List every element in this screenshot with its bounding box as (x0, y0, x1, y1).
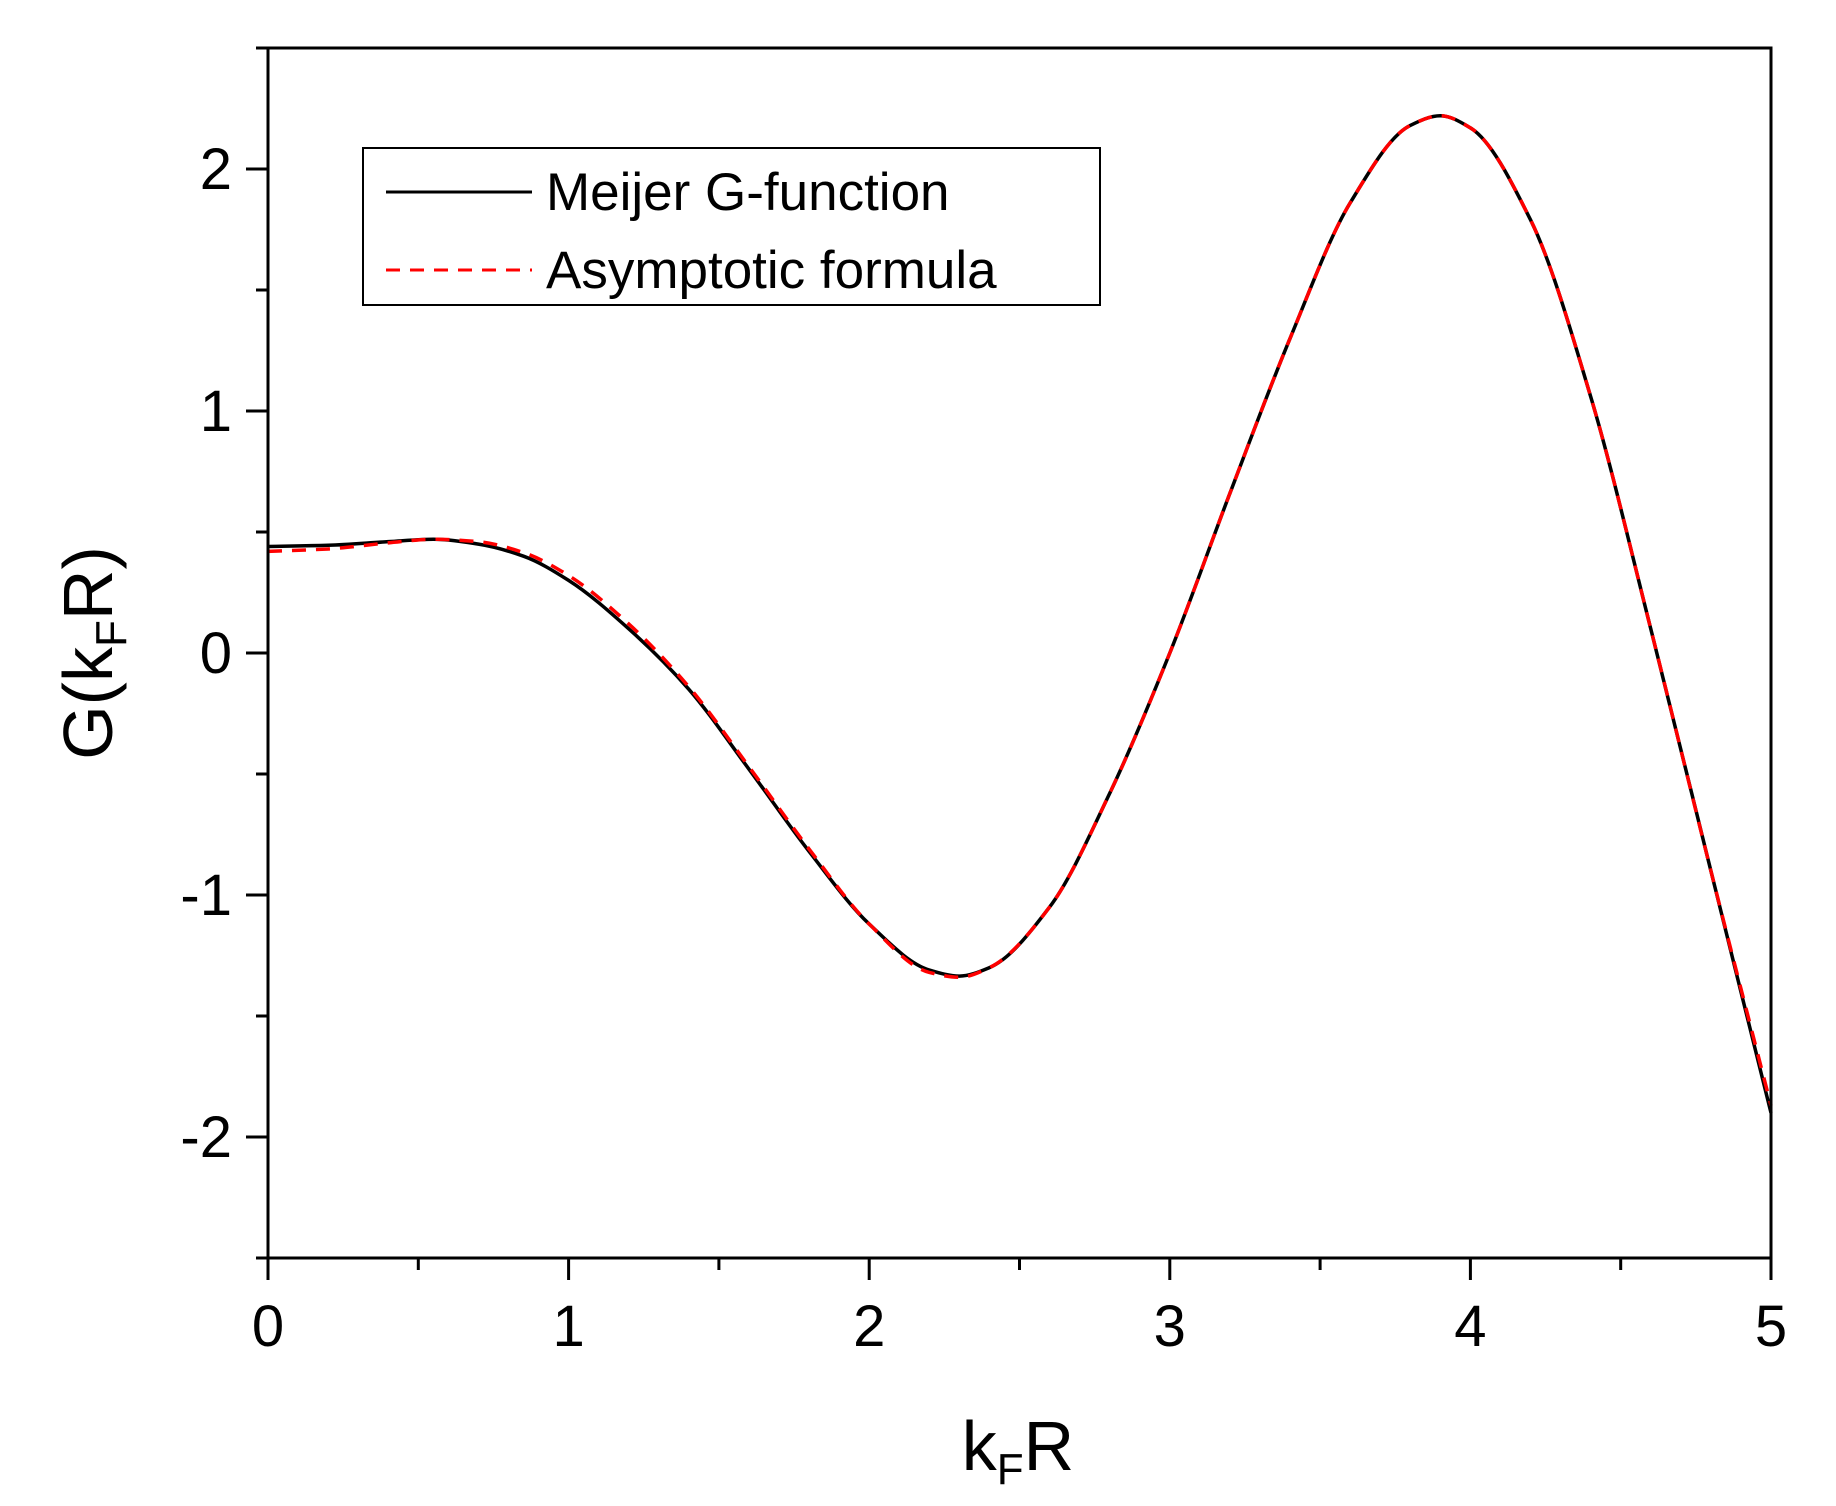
x-axis-title: kFR (962, 1407, 1074, 1494)
series-layer (267, 114, 1773, 1114)
x-axis-title-sub: F (997, 1445, 1024, 1494)
y-tick-label: 1 (200, 379, 232, 444)
legend-box (362, 147, 1101, 306)
x-tick-label: 0 (252, 1294, 284, 1359)
y-tick-label: 0 (200, 621, 232, 686)
y-tick-label: 2 (200, 137, 232, 202)
series-line-asymptotic (267, 114, 1773, 1106)
y-tick-label: -2 (180, 1105, 232, 1170)
x-tick-label: 5 (1755, 1294, 1787, 1359)
x-tick-label: 3 (1154, 1294, 1186, 1359)
plot-frame (266, 46, 1773, 1260)
x-axis-title-main: k (962, 1407, 998, 1485)
legend: Meijer G-function Asymptotic formula (362, 147, 1101, 306)
y-axis-title-tail: R) (49, 546, 127, 620)
x-tick-label: 4 (1454, 1294, 1486, 1359)
y-axis-title-sub: F (87, 620, 136, 647)
y-axis-title-main: G(k (49, 646, 127, 760)
x-tick-label: 2 (853, 1294, 885, 1359)
legend-label-meijer: Meijer G-function (546, 163, 950, 222)
x-tick-label: 1 (552, 1294, 584, 1359)
legend-label-asymptotic: Asymptotic formula (546, 241, 997, 300)
y-tick-label: -1 (180, 863, 232, 928)
y-axis-title: G(kFR) (49, 546, 136, 760)
ticks-layer: 0 1 2 3 4 5 -2 -1 0 1 2 (180, 46, 1787, 1359)
x-axis-title-tail: R (1024, 1407, 1075, 1485)
